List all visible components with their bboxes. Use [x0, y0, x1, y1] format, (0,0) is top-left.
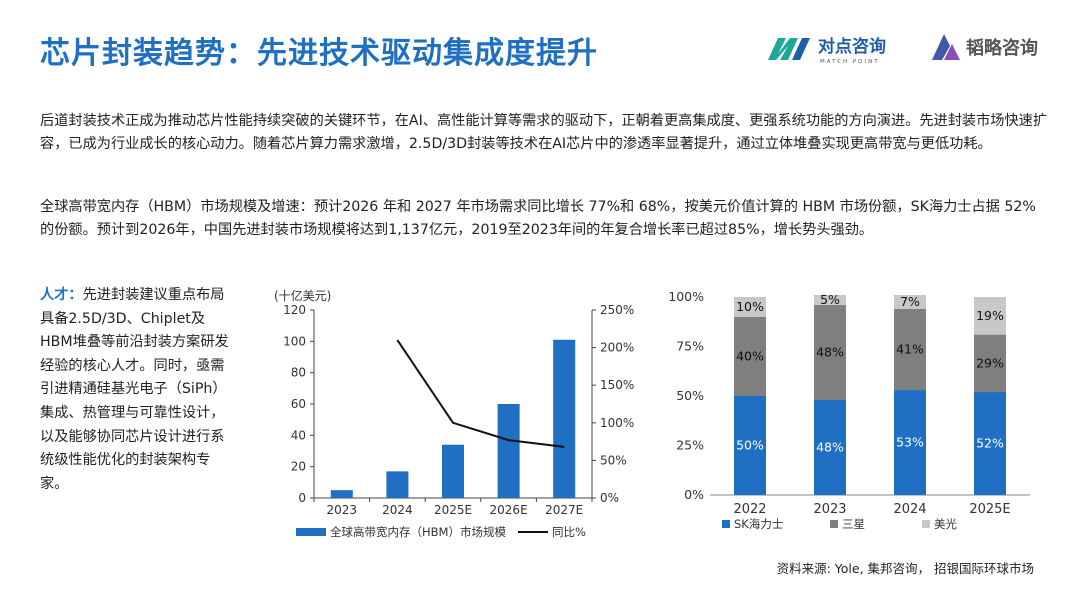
matchpoint-logo: 对点咨询 MATCH POINT	[768, 36, 886, 65]
data-label: 41%	[896, 341, 924, 356]
data-label: 10%	[736, 299, 764, 314]
taolue-logo: 韬略咨询	[932, 34, 1038, 60]
data-label: 50%	[736, 438, 764, 453]
data-label: 7%	[900, 294, 920, 309]
logo1-sub: MATCH POINT	[820, 59, 880, 65]
bar-2023	[330, 490, 353, 498]
segment-2023-1	[814, 304, 846, 400]
x-tick-label: 2025E	[969, 502, 1010, 517]
source-note: 资料来源: Yole, 集邦咨询， 招银国际环球市场	[776, 561, 1034, 576]
legend-label-line: 同比%	[552, 525, 586, 539]
bar-2027E	[553, 339, 576, 498]
data-label: 52%	[976, 436, 1004, 451]
right-tick-label: 200%	[600, 341, 634, 355]
segment-2024-0	[894, 390, 926, 495]
left-tick-label: 0	[298, 491, 306, 505]
legend-label-bar: 全球高带宽内存（HBM）市场规模	[330, 525, 506, 539]
talent-note: 人才：先进封装建议重点布局具备2.5D/3D、Chiplet及HBM堆叠等前沿封…	[40, 284, 236, 496]
left-tick-label: 20	[291, 460, 306, 474]
page-title: 芯片封装趋势：先进技术驱动集成度提升	[40, 36, 598, 71]
left-tick-label: 40	[291, 428, 306, 442]
talent-text: 先进封装建议重点布局具备2.5D/3D、Chiplet及HBM堆叠等前沿封装方案…	[40, 287, 229, 492]
legend-swatch-1	[830, 520, 838, 528]
segment-2024-1	[894, 308, 926, 391]
left-tick-label: 80	[291, 366, 306, 380]
x-tick-label: 2024	[382, 503, 413, 517]
right-tick-label: 150%	[600, 378, 634, 392]
data-label: 29%	[976, 355, 1004, 370]
hbm-paragraph: 全球高带宽内存（HBM）市场规模及增速：预计2026 年和 2027 年市场需求…	[40, 199, 1036, 238]
left-tick-label: 120	[283, 303, 306, 317]
segment-2025E-0	[974, 392, 1006, 495]
segment-2025E-1	[974, 334, 1006, 393]
x-tick-label: 2027E	[545, 503, 583, 517]
x-tick-label: 2025E	[434, 503, 472, 517]
x-tick-label: 2023	[813, 502, 846, 517]
segment-2022-1	[734, 316, 766, 396]
hbm-share-chart: 0% 25% 50% 75% 100% 50% 40% 10% 2022 48% 48% 5% 2023…	[668, 289, 1030, 531]
talent-lead: 人才：	[40, 287, 83, 303]
data-label: 40%	[736, 348, 764, 363]
segment-2023-2	[814, 295, 846, 305]
segment-2022-2	[734, 297, 766, 317]
right-tick-label: 50%	[600, 453, 627, 467]
matchpoint-logo-icon	[768, 38, 810, 60]
x-tick-label: 2026E	[490, 503, 528, 517]
x-tick-label: 2023	[327, 503, 358, 517]
y-tick-label: 75%	[676, 339, 704, 354]
logo1-name: 对点咨询	[818, 36, 886, 57]
data-label: 19%	[976, 308, 1004, 323]
segment-2025E-2	[974, 297, 1006, 335]
legend-swatch-2	[922, 520, 930, 528]
taolue-logo-icon	[932, 34, 960, 60]
segment-2024-2	[894, 295, 926, 309]
x-tick-label: 2024	[893, 502, 926, 517]
left-tick-label: 60	[291, 397, 306, 411]
right-tick-label: 0%	[600, 491, 619, 505]
right-tick-label: 100%	[600, 416, 634, 430]
data-label: 5%	[820, 292, 840, 307]
intro-paragraph: 后道封装技术正成为推动芯片性能持续突破的关键环节，在AI、高性能计算等需求的驱动…	[40, 113, 1048, 152]
legend-label-2: 美光	[934, 517, 957, 531]
yoy-line	[396, 339, 565, 448]
bar-2026E	[497, 404, 520, 498]
segment-2022-0	[734, 396, 766, 495]
legend-label-1: 三星	[842, 517, 865, 531]
data-label: 48%	[816, 439, 844, 454]
y-tick-label: 25%	[676, 438, 704, 453]
x-tick-label: 2022	[733, 502, 766, 517]
left-tick-label: 100	[283, 334, 306, 348]
legend-label-0: SK海力士	[734, 517, 783, 531]
right-tick-label: 250%	[600, 303, 634, 317]
data-label: 53%	[896, 435, 924, 450]
y-tick-label: 100%	[668, 289, 704, 304]
y-tick-label: 0%	[684, 487, 704, 502]
bar-2025E	[442, 444, 464, 498]
legend-swatch-0	[722, 520, 730, 528]
data-label: 48%	[816, 344, 844, 359]
legend-swatch-bar	[296, 528, 326, 536]
y-tick-label: 50%	[676, 388, 704, 403]
bar-2024	[386, 471, 409, 498]
segment-2023-0	[814, 399, 846, 495]
unit-label: (十亿美元)	[274, 288, 331, 303]
hbm-market-chart: (十亿美元) 0 20 40 60 80 100 120 0% 50% 100% 150% 200% 25…	[274, 288, 634, 539]
logo2-name: 韬略咨询	[966, 37, 1038, 59]
